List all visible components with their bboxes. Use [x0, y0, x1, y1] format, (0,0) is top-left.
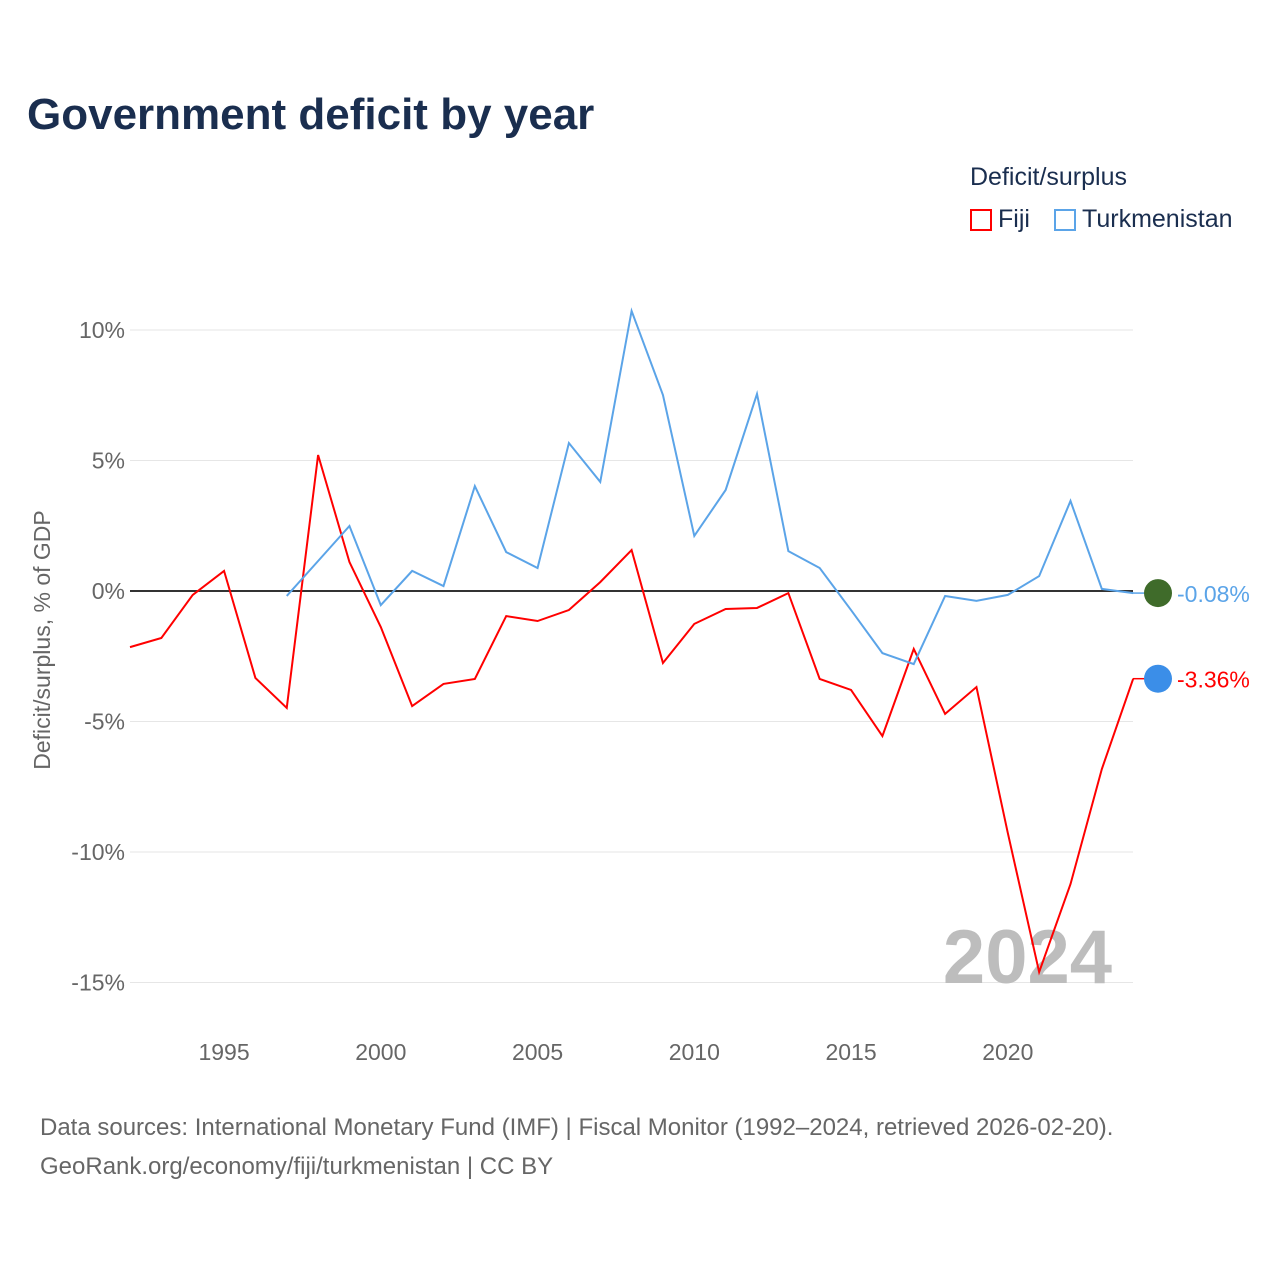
legend-label: Turkmenistan [1082, 205, 1233, 233]
x-tick-label: 2015 [825, 1039, 876, 1065]
flag-icon-turkmenistan [1144, 579, 1172, 608]
source-note: Data sources: International Monetary Fun… [40, 1108, 1113, 1186]
y-tick-label: 5% [92, 448, 125, 474]
source-line-2[interactable]: GeoRank.org/economy/fiji/turkmenistan | … [40, 1153, 554, 1180]
x-tick-label: 2020 [982, 1039, 1033, 1065]
y-tick-label: -15% [71, 970, 125, 996]
legend-swatch-turkmenistan [1054, 208, 1076, 231]
y-tick-label: -5% [84, 709, 125, 735]
legend-swatch-fiji [970, 208, 992, 231]
end-value-label: -3.36% [1177, 667, 1250, 693]
flag-icon-fiji [1144, 664, 1172, 693]
end-value-label: -0.08% [1177, 581, 1250, 607]
y-tick-label: 0% [92, 578, 125, 604]
x-tick-label: 2000 [355, 1039, 406, 1065]
source-line-1: Data sources: International Monetary Fun… [40, 1114, 1114, 1141]
legend-title: Deficit/surplus [970, 163, 1127, 191]
y-axis-label: Deficit/surplus, % of GDP [29, 510, 55, 769]
series-line-fiji [129, 454, 1135, 976]
y-tick-label: -10% [71, 839, 125, 865]
legend-item-turkmenistan[interactable]: Turkmenistan [1054, 205, 1233, 234]
legend-label: Fiji [998, 205, 1030, 233]
legend-item-fiji[interactable]: Fiji [970, 205, 1030, 234]
x-tick-label: 2005 [512, 1039, 563, 1065]
year-watermark: 2024 [943, 915, 1112, 1000]
y-tick-label: 10% [79, 317, 125, 343]
chart-title: Government deficit by year [27, 90, 595, 139]
series-line-turkmenistan [286, 307, 1134, 666]
x-tick-label: 2010 [669, 1039, 720, 1065]
x-tick-label: 1995 [198, 1039, 249, 1065]
